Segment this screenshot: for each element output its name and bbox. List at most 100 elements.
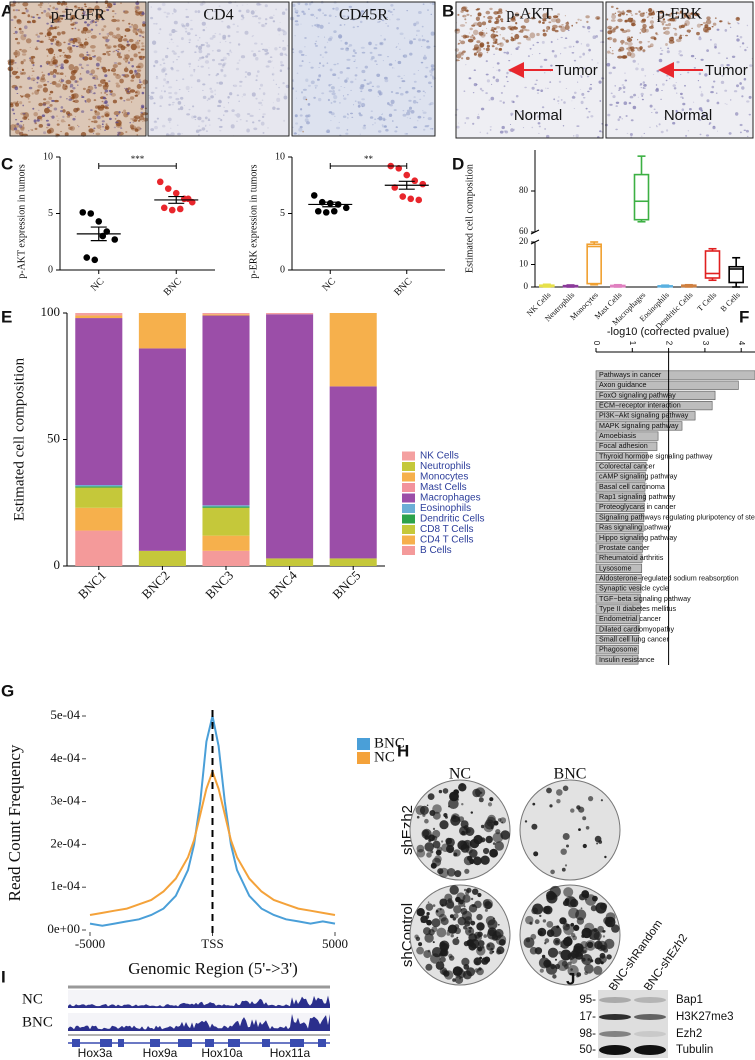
stain-spot <box>58 118 60 120</box>
stain-spot <box>67 113 70 116</box>
stain-spot <box>615 101 620 105</box>
x-tick-label: NC <box>320 276 338 294</box>
stain-spot <box>693 67 696 69</box>
colony <box>468 904 478 913</box>
stain-spot <box>647 15 650 17</box>
stain-spot <box>338 89 341 92</box>
stain-spot <box>302 130 304 133</box>
stain-spot <box>675 82 677 84</box>
stain-spot <box>346 77 349 80</box>
stain-spot <box>39 65 43 68</box>
stain-spot <box>305 98 308 101</box>
stain-spot <box>318 67 320 68</box>
stain-spot <box>479 42 485 48</box>
stain-spot <box>25 9 29 13</box>
stain-spot <box>163 78 167 82</box>
stain-spot <box>519 17 521 19</box>
stain-spot <box>483 16 486 18</box>
stain-spot <box>22 2 29 7</box>
colony <box>570 922 575 927</box>
stain-spot <box>227 34 231 38</box>
colony <box>487 802 493 807</box>
colony <box>525 938 531 943</box>
stain-spot <box>133 53 138 58</box>
colony <box>419 805 429 815</box>
stain-spot <box>658 123 661 126</box>
stain-spot <box>65 54 72 59</box>
colony <box>463 888 467 892</box>
stain-spot <box>279 22 281 23</box>
colony <box>434 855 442 863</box>
stain-spot <box>75 108 78 110</box>
stain-spot <box>526 36 531 41</box>
stain-spot <box>18 27 22 31</box>
stain-spot <box>698 107 703 111</box>
stain-spot <box>168 96 173 99</box>
colony <box>593 965 603 975</box>
stain-spot <box>465 56 470 61</box>
stain-spot <box>304 46 306 48</box>
stain-spot <box>649 25 654 29</box>
stain-spot <box>19 85 23 89</box>
stain-spot <box>354 74 358 77</box>
stain-spot <box>128 50 130 52</box>
stain-spot <box>344 79 348 83</box>
stain-spot <box>212 34 216 39</box>
stain-label: CD45R <box>339 7 388 24</box>
stain-spot <box>360 46 365 49</box>
stain-spot <box>429 73 433 77</box>
colony <box>453 913 459 919</box>
stain-spot <box>137 51 141 54</box>
stain-spot <box>634 12 638 15</box>
stain-spot <box>420 61 424 64</box>
stain-spot <box>497 15 501 19</box>
stain-spot <box>22 31 24 32</box>
stain-spot <box>218 125 223 128</box>
stain-spot <box>258 108 261 110</box>
stain-spot <box>739 82 742 85</box>
stain-spot <box>20 60 24 65</box>
stain-spot <box>485 73 489 76</box>
stain-spot <box>56 123 60 126</box>
box <box>704 250 721 279</box>
stain-spot <box>57 20 60 23</box>
stain-spot <box>103 25 107 28</box>
stain-spot <box>125 87 128 91</box>
stain-spot <box>141 105 145 109</box>
stain-spot <box>155 22 158 25</box>
stain-spot <box>127 61 131 64</box>
stain-spot <box>20 71 22 73</box>
stain-spot <box>589 83 593 86</box>
stain-spot <box>745 129 749 133</box>
stain-spot <box>346 15 350 18</box>
blot-band <box>599 1014 631 1020</box>
stain-spot <box>531 86 535 90</box>
stain-spot <box>305 55 307 56</box>
bar <box>595 462 647 472</box>
stain-spot <box>564 24 570 30</box>
stain-spot <box>128 38 134 43</box>
stain-spot <box>655 32 658 35</box>
stain-spot <box>361 105 363 108</box>
bar-segment <box>202 535 250 551</box>
stain-spot <box>493 27 497 31</box>
stain-spot <box>86 98 92 103</box>
y-tick-label: 4e-04 <box>50 750 80 765</box>
stain-spot <box>499 100 503 102</box>
stain-spot <box>185 22 190 27</box>
colony <box>568 907 579 919</box>
stain-spot <box>503 51 507 54</box>
stain-spot <box>15 37 18 41</box>
stain-spot <box>31 67 33 70</box>
stain-spot <box>115 84 121 88</box>
stain-spot <box>239 85 242 87</box>
stain-spot <box>93 120 98 124</box>
stain-spot <box>355 67 358 69</box>
stain-spot <box>14 62 17 64</box>
stain-spot <box>645 11 648 14</box>
stain-spot <box>724 29 728 32</box>
stain-spot <box>591 59 593 61</box>
stain-spot <box>486 44 490 48</box>
stain-spot <box>406 111 411 116</box>
stain-spot <box>68 63 75 71</box>
